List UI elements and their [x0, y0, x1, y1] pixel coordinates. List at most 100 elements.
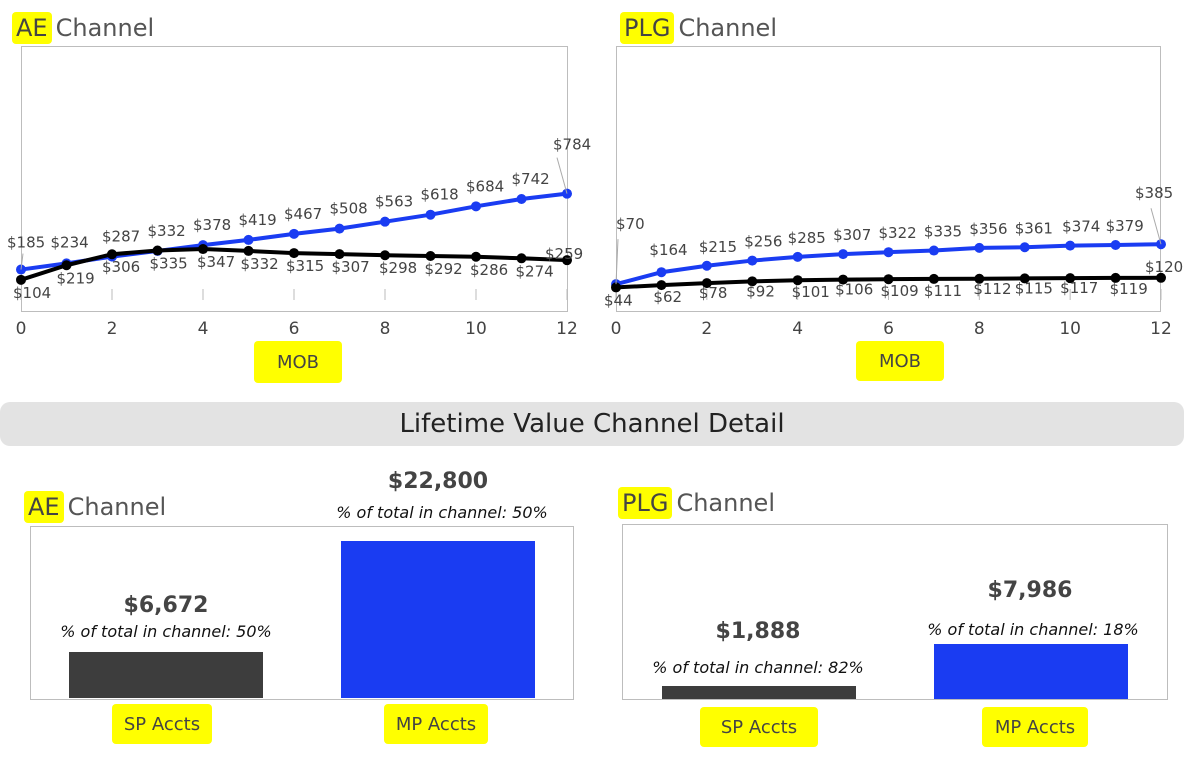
ae-series-0-data-label: $742	[512, 170, 550, 188]
ae-series-0-data-label: $287	[102, 228, 140, 246]
ae-series-1-point	[152, 245, 163, 256]
ae-x-tick-label: 4	[198, 319, 209, 339]
ae-series-1-point	[380, 250, 390, 261]
plg-series-0-point	[1110, 239, 1121, 250]
ae-series-0-data-label: $234	[51, 233, 89, 251]
plg-bar-plot-area	[622, 524, 1168, 700]
plg-series-1-data-label: $117	[1060, 279, 1098, 297]
plg-sp-pct-label: % of total in channel: 82%	[652, 658, 864, 677]
plg-series-0-point	[1065, 240, 1076, 251]
plg-end-leader-line	[1150, 208, 1162, 245]
plg-series-1-point	[611, 282, 621, 293]
plg-bar-title-highlight: PLG	[618, 487, 673, 519]
ae-series-1-point	[471, 251, 481, 262]
plg-series-1-point	[1065, 273, 1076, 284]
ae-series-0-point	[425, 209, 436, 220]
plg-series-0-point	[701, 260, 712, 271]
ae-series-0-point	[380, 216, 390, 227]
plg-series-1-data-label: $92	[746, 282, 775, 300]
ae-series-1-point	[107, 249, 117, 260]
ae-series-0-data-label: $419	[239, 211, 277, 229]
ae-title-highlight: AE	[12, 12, 52, 44]
ae-series-1-data-label: $335	[150, 255, 188, 273]
plg-series-0-point	[883, 247, 894, 258]
plg-line-chart-title: PLG Channel	[620, 12, 777, 44]
plg-series-0-point	[1019, 242, 1030, 253]
plg-series-1-point	[1110, 272, 1121, 283]
plg-series-1-point	[1156, 272, 1166, 283]
ae-series-0-data-label: $378	[193, 216, 231, 234]
ae-series-0-data-label: $618	[421, 186, 459, 204]
ae-series-1-data-label: $298	[379, 259, 417, 277]
plg-series-0-point	[747, 255, 758, 266]
ae-series-0-point	[334, 223, 345, 234]
plg-x-tick-label: 8	[974, 319, 985, 339]
ae-sp-value-label: $6,672	[123, 593, 209, 618]
plg-line-plot-area	[616, 46, 1161, 312]
plg-mp-bar	[934, 644, 1128, 699]
plg-mp-pct-label: % of total in channel: 18%	[927, 620, 1139, 639]
ae-line-plot-area	[21, 46, 568, 312]
ae-series-1-point	[198, 244, 208, 255]
ae-series-1-data-label: $274	[516, 262, 554, 280]
plg-title-highlight: PLG	[620, 12, 675, 44]
plg-x-axis-title: MOB	[856, 341, 944, 381]
plg-bar-title-rest: Channel	[676, 489, 775, 517]
plg-series-1-point	[838, 274, 849, 285]
ae-line-chart-title: AE Channel	[12, 12, 154, 44]
ae-series-1-data-label: $104	[13, 284, 51, 302]
ae-x-axis-title: MOB	[254, 341, 342, 383]
plg-series-1-data-label: $112	[973, 280, 1011, 298]
plg-series-1-data-label: $119	[1110, 280, 1148, 298]
plg-sp-category-label: SP Accts	[700, 707, 818, 747]
ae-sp-bar	[69, 652, 263, 698]
ae-bar-plot-area	[30, 526, 574, 700]
ae-series-0-data-label: $508	[330, 200, 368, 218]
ae-bar-title-highlight: AE	[24, 491, 64, 523]
plg-mp-value-label: $7,986	[987, 578, 1073, 603]
plg-series-1-data-label: $101	[792, 283, 830, 301]
plg-series-1-point	[747, 276, 758, 287]
ae-sp-category-label: SP Accts	[112, 704, 212, 744]
plg-series-0-data-label: $385	[1135, 184, 1173, 202]
ae-series-1-data-label: $332	[241, 255, 279, 273]
ae-series-0-point	[243, 234, 254, 245]
plg-series-1-point	[928, 273, 939, 284]
ae-series-1-data-label: $259	[545, 245, 583, 263]
plg-x-tick-label: 10	[1059, 319, 1081, 339]
ae-series-1-point	[562, 255, 572, 266]
plg-series-0-data-label: $379	[1106, 217, 1144, 235]
plg-series-0-data-label: $256	[744, 233, 782, 251]
ae-x-tick-label: 10	[465, 319, 487, 339]
ae-series-1-data-label: $315	[286, 257, 324, 275]
ae-series-1-point	[425, 251, 436, 262]
plg-series-0-data-label: $164	[649, 241, 687, 259]
ae-series-0-data-label: $684	[466, 177, 504, 195]
plg-series-0-data-label: $322	[879, 224, 917, 242]
plg-series-0-data-label: $70	[616, 215, 645, 233]
ae-series-0-data-label: $784	[553, 136, 591, 154]
plg-series-0-data-label: $361	[1015, 219, 1053, 237]
plg-series-1-data-label: $111	[924, 282, 962, 300]
ae-bar-chart-title: AE Channel	[24, 491, 166, 523]
ae-start-leader-line	[20, 253, 24, 270]
plg-series-0-point	[792, 251, 803, 262]
ae-series-1-point	[289, 248, 299, 259]
ae-series-0-point	[471, 201, 481, 212]
plg-series-0-point	[838, 249, 849, 260]
plg-x-tick-label: 12	[1150, 319, 1172, 339]
plg-series-1-data-label: $109	[881, 282, 919, 300]
plg-series-1-point	[656, 280, 667, 291]
section-banner: Lifetime Value Channel Detail	[0, 402, 1184, 446]
plg-mp-category-label: MP Accts	[982, 707, 1088, 747]
plg-series-1-data-label: $106	[835, 281, 873, 299]
ae-x-tick-label: 2	[107, 319, 118, 339]
ae-series-1-data-label: $307	[332, 258, 370, 276]
ae-series-0-data-label: $185	[7, 234, 45, 252]
ae-series-1-data-label: $219	[57, 269, 95, 287]
ae-series-1-point	[61, 260, 72, 271]
plg-series-1-data-label: $62	[653, 288, 682, 306]
plg-series-0-point	[656, 267, 667, 278]
ae-series-0-data-label: $467	[284, 205, 322, 223]
plg-series-0-data-label: $374	[1062, 218, 1100, 236]
